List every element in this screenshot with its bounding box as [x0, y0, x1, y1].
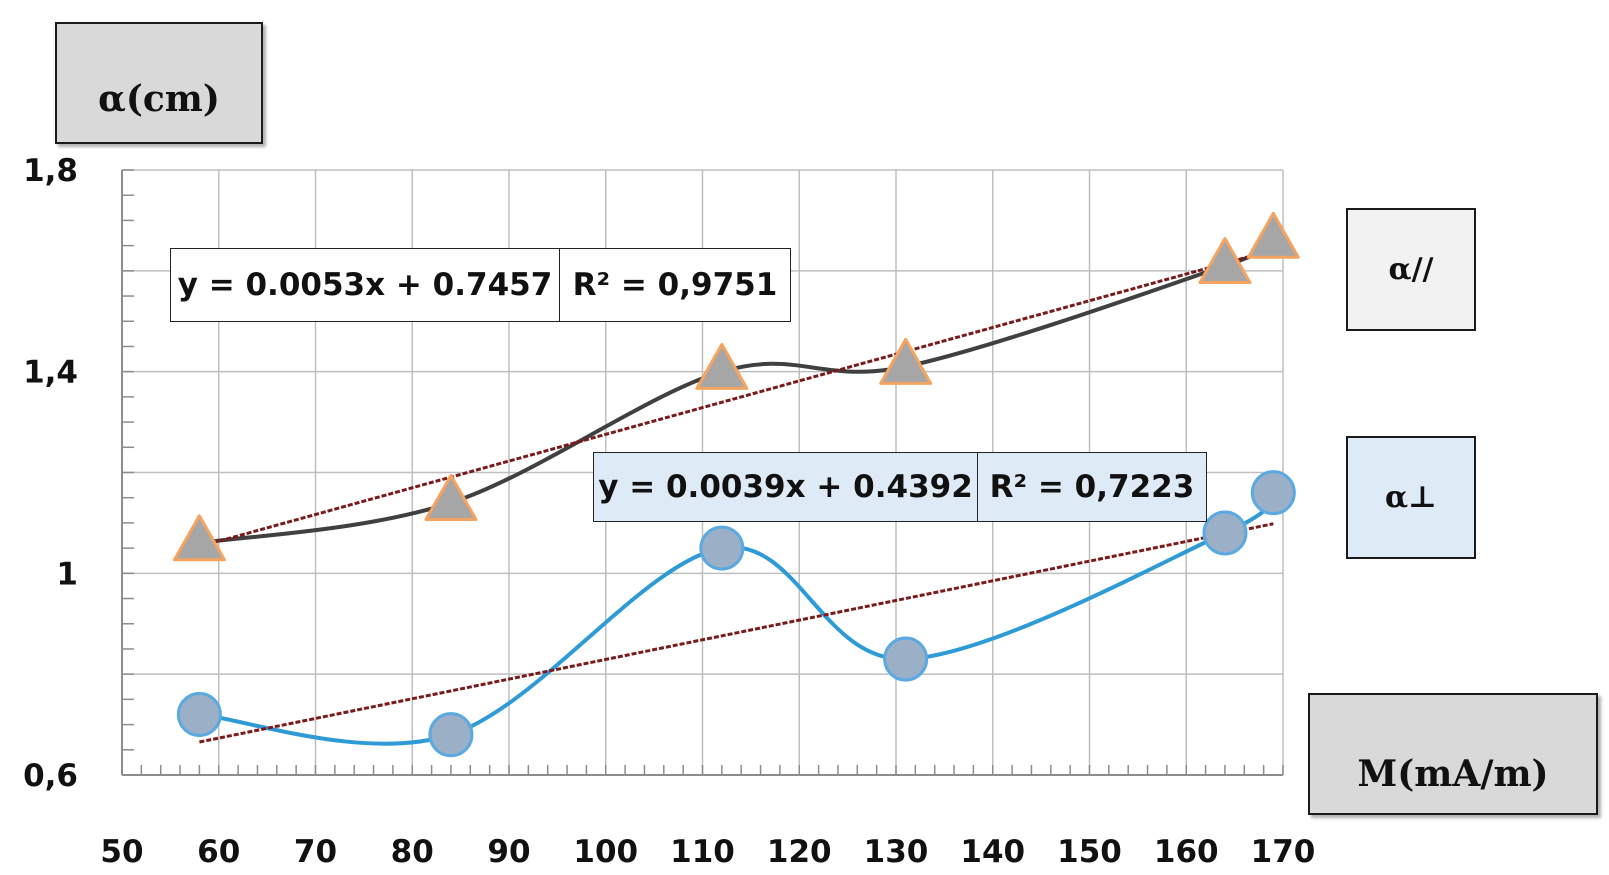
- y-axis-title: α(cm): [98, 78, 220, 120]
- marker-circle: [428, 712, 474, 758]
- marker-circle: [176, 692, 222, 737]
- x-tick-label: 170: [1251, 834, 1316, 870]
- y-tick-label: 1: [56, 556, 78, 592]
- x-tick-label: 60: [197, 834, 240, 870]
- series-line-1: [199, 491, 1275, 746]
- x-tick-label: 140: [960, 834, 1025, 870]
- legend-label-alpha-perpendicular: α⊥: [1385, 480, 1437, 515]
- x-tick-label: 120: [767, 834, 832, 870]
- x-tick-label: 50: [100, 834, 143, 870]
- marker-triangle: [172, 514, 226, 562]
- trendline-r2-parallel: R² = 0,9751: [559, 248, 791, 322]
- marker-triangle: [879, 337, 933, 385]
- marker-circle: [1202, 510, 1248, 556]
- x-tick-label: 160: [1154, 834, 1219, 870]
- legend-item-alpha-perpendicular: α⊥: [1346, 436, 1476, 559]
- marker-circle: [883, 636, 929, 682]
- x-tick-label: 70: [294, 834, 337, 870]
- marker-triangle: [1198, 237, 1252, 285]
- x-tick-label: 80: [391, 834, 434, 870]
- x-axis-title-box: M(mA/m): [1308, 693, 1598, 815]
- x-tick-label: 150: [1057, 834, 1122, 870]
- y-tick-label: 0,6: [23, 758, 78, 794]
- trendline-0: [199, 248, 1274, 549]
- marker-circle: [1250, 470, 1296, 516]
- marker-triangle: [1246, 211, 1300, 259]
- trendline-equation-perpendicular: y = 0.0039x + 0.4392: [593, 452, 978, 522]
- x-tick-label: 100: [573, 834, 638, 870]
- marker-triangle: [695, 342, 749, 390]
- y-tick-label: 1,4: [23, 355, 78, 391]
- legend-label-alpha-parallel: α//: [1388, 252, 1434, 287]
- y-tick-label: 1,8: [23, 153, 78, 189]
- trendline-equation-parallel: y = 0.0053x + 0.7457: [170, 248, 560, 322]
- trendline-r2-perpendicular: R² = 0,7223: [977, 452, 1207, 522]
- x-tick-label: 110: [670, 834, 735, 870]
- x-axis-title: M(mA/m): [1357, 753, 1549, 795]
- x-tick-label: 130: [864, 834, 929, 870]
- trendline-1: [199, 522, 1274, 744]
- marker-triangle: [424, 473, 478, 521]
- y-axis-title-box: α(cm): [55, 22, 263, 144]
- marker-circle: [699, 525, 745, 571]
- x-tick-label: 90: [487, 834, 530, 870]
- legend-item-alpha-parallel: α//: [1346, 208, 1476, 331]
